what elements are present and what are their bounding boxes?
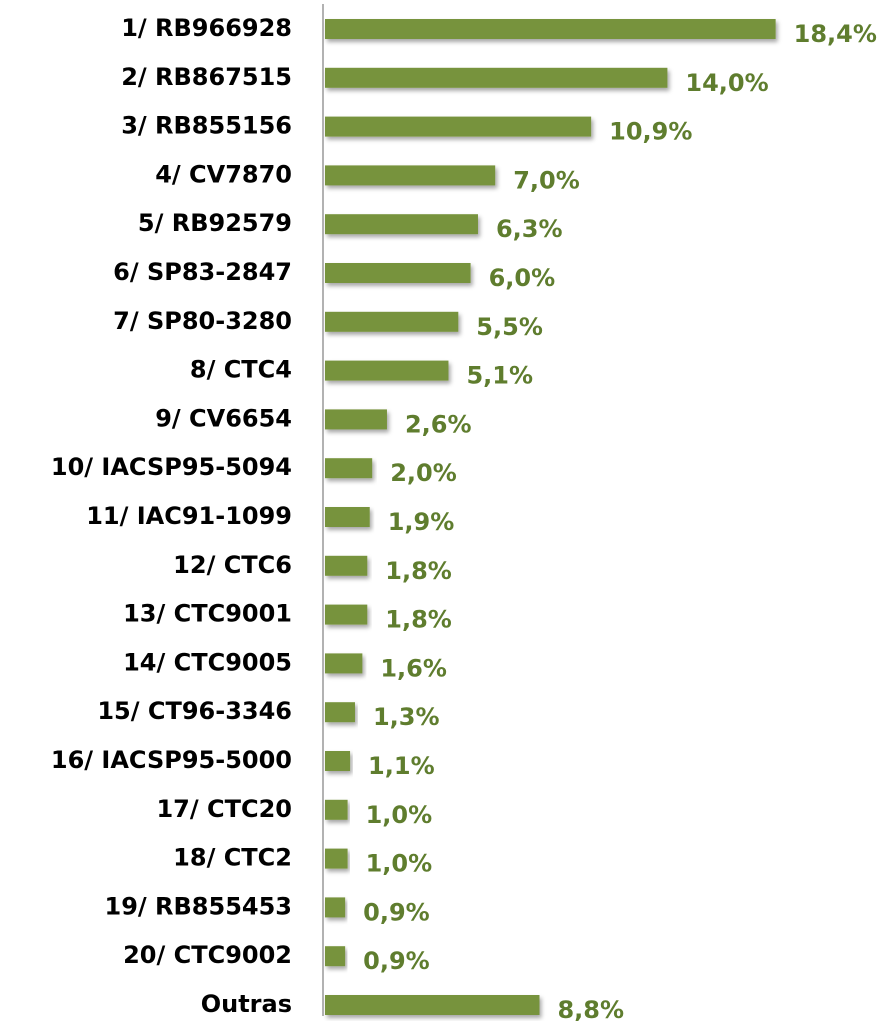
category-label: 18/ CTC2 <box>173 844 292 872</box>
bar <box>325 165 496 186</box>
value-label: 1,6% <box>380 654 447 682</box>
bar <box>325 848 348 869</box>
bar <box>325 653 363 674</box>
bar <box>325 116 592 137</box>
category-label: 8/ CTC4 <box>190 356 292 384</box>
value-label: 18,4% <box>794 20 877 48</box>
value-label: 7,0% <box>513 166 580 194</box>
value-label: 0,9% <box>363 947 430 975</box>
bar <box>325 507 370 527</box>
bar <box>325 555 368 576</box>
category-label: 15/ CT96-3346 <box>97 697 292 725</box>
value-label: 2,6% <box>405 410 472 438</box>
category-label: 7/ SP80-3280 <box>113 307 292 335</box>
bar <box>325 19 776 39</box>
value-label: 8,8% <box>557 996 624 1021</box>
value-label: 1,1% <box>368 752 435 780</box>
bar <box>325 897 346 918</box>
value-label: 1,0% <box>366 801 433 829</box>
bar <box>325 995 540 1015</box>
value-label: 1,8% <box>385 606 452 634</box>
bar <box>325 263 471 283</box>
category-label: 19/ RB855453 <box>105 892 293 920</box>
bar <box>325 751 351 771</box>
value-label: 6,0% <box>489 264 556 292</box>
bar <box>325 214 478 235</box>
category-label: 12/ CTC6 <box>173 551 292 579</box>
bar <box>325 604 368 625</box>
value-label: 5,1% <box>466 362 533 390</box>
bar <box>325 799 348 820</box>
category-label: 5/ RB92579 <box>138 209 292 237</box>
category-label: 20/ CTC9002 <box>123 941 292 969</box>
category-label: 3/ RB855156 <box>121 112 292 140</box>
bar <box>325 67 668 88</box>
bar <box>325 409 387 430</box>
category-label: 11/ IAC91-1099 <box>86 502 292 530</box>
category-label: 16/ IACSP95-5000 <box>51 746 292 774</box>
value-label: 0,9% <box>363 898 430 926</box>
category-label: 6/ SP83-2847 <box>113 258 292 286</box>
category-label: 13/ CTC9001 <box>123 600 292 628</box>
category-label: 9/ CV6654 <box>155 404 292 432</box>
value-label: 1,3% <box>373 703 440 731</box>
value-label: 2,0% <box>390 459 457 487</box>
value-label: 1,9% <box>388 508 455 536</box>
category-label: 1/ RB966928 <box>121 14 292 42</box>
category-label: 10/ IACSP95-5094 <box>51 453 292 481</box>
bar <box>325 360 449 381</box>
bar <box>325 458 373 479</box>
category-label: 2/ RB867515 <box>121 63 292 91</box>
value-label: 1,8% <box>385 557 452 585</box>
value-label: 10,9% <box>609 118 692 146</box>
category-label: 17/ CTC20 <box>156 795 292 823</box>
value-label: 14,0% <box>685 69 768 97</box>
value-label: 1,0% <box>366 850 433 878</box>
bar <box>325 702 355 723</box>
category-label: 4/ CV7870 <box>155 160 292 188</box>
bar <box>325 946 346 967</box>
value-label: 6,3% <box>496 215 563 243</box>
value-label: 5,5% <box>476 313 543 341</box>
category-label: 14/ CTC9005 <box>123 648 292 676</box>
category-label: Outras <box>201 990 292 1018</box>
bar <box>325 311 459 332</box>
